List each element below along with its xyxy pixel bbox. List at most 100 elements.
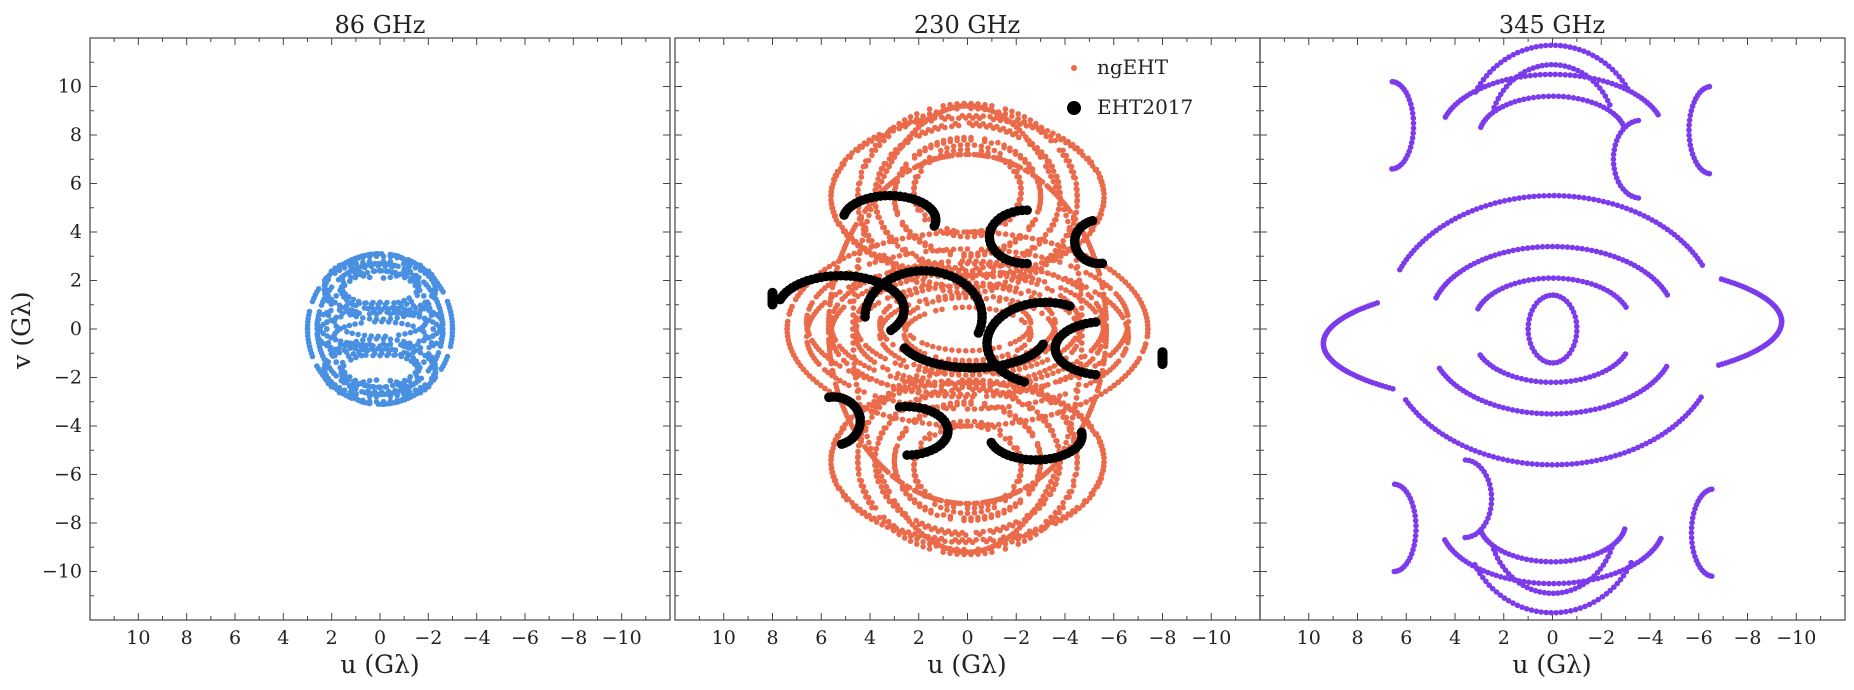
data-point: [1547, 71, 1553, 78]
data-point: [333, 314, 340, 321]
data-point: [1012, 239, 1019, 245]
data-point: [914, 289, 920, 296]
data-point: [804, 339, 810, 346]
x-tick-label: 0: [374, 627, 386, 649]
data-point: [873, 135, 880, 142]
data-point: [954, 399, 960, 406]
data-point: [392, 347, 399, 353]
data-point: [1078, 305, 1085, 311]
data-point: [1567, 72, 1573, 78]
data-point: [849, 150, 855, 156]
data-point: [997, 150, 1003, 157]
data-point: [1083, 399, 1089, 405]
data-point: [880, 224, 886, 231]
data-point: [1063, 250, 1069, 257]
data-point: [980, 385, 986, 392]
data-point: [855, 186, 861, 193]
data-point: [976, 372, 983, 378]
data-point: [1057, 393, 1063, 399]
data-point: [855, 209, 862, 216]
data-point: [894, 502, 901, 509]
data-point: [947, 513, 954, 520]
data-point: [361, 332, 368, 339]
data-point: [847, 419, 853, 425]
data-point: [384, 309, 390, 316]
data-point: [894, 476, 900, 483]
data-point: [1058, 377, 1064, 383]
data-point: [826, 263, 833, 270]
data-point: [874, 473, 881, 480]
data-point: [989, 549, 995, 555]
data-point: [1003, 296, 1009, 302]
data-point: [981, 138, 988, 145]
data-point: [923, 248, 929, 255]
data-point: [1044, 183, 1050, 189]
data-point: [1060, 400, 1067, 406]
data-point: [1060, 409, 1066, 416]
data-point: [883, 484, 890, 490]
data-point: [421, 337, 427, 344]
data-point: [1010, 274, 1016, 281]
data-point: [1581, 74, 1588, 80]
data-point: [1063, 139, 1069, 146]
data-point: [315, 340, 322, 346]
x-tick-label: 10: [712, 627, 736, 649]
data-point: [341, 282, 348, 289]
data-point: [858, 213, 865, 220]
data-point: [1026, 425, 1032, 432]
data-point: [413, 272, 419, 279]
data-point: [1038, 524, 1045, 530]
x-tick-label: −8: [1733, 627, 1761, 649]
data-point: [1025, 288, 1032, 294]
data-point: [1103, 312, 1109, 318]
data-point: [1056, 147, 1063, 153]
data-point: [938, 387, 945, 393]
data-point: [922, 159, 928, 166]
data-point: [1598, 57, 1604, 64]
data-point: [1050, 519, 1056, 526]
data-point: [328, 284, 335, 291]
data-point: [405, 321, 411, 328]
data-point: [831, 261, 837, 267]
data-point: [1048, 412, 1055, 418]
data-point: [903, 425, 909, 432]
data-point: [861, 362, 868, 369]
data-point: [994, 379, 1000, 385]
data-point: [859, 290, 865, 297]
data-point: [851, 361, 858, 367]
data-point: [828, 360, 835, 367]
data-point: [959, 258, 966, 264]
data-point: [966, 377, 972, 383]
data-point: [1044, 285, 1051, 292]
data-point: [1567, 44, 1573, 50]
data-point: [957, 142, 964, 148]
data-point: [1009, 113, 1015, 119]
data-point: [321, 277, 328, 284]
data-point: [336, 349, 343, 356]
data-point: [377, 343, 383, 349]
data-point: [417, 302, 424, 309]
data-point: [903, 364, 910, 370]
data-point: [881, 395, 887, 401]
data-point: [1010, 131, 1016, 138]
data-point: [873, 208, 880, 215]
data-point: [956, 347, 962, 354]
data-point: [844, 413, 850, 419]
data-point: [999, 157, 1005, 163]
data-point: [929, 221, 940, 231]
data-point: [384, 343, 390, 349]
data-point: [1576, 46, 1583, 53]
data-point: [964, 418, 971, 425]
data-point: [804, 312, 810, 319]
data-point: [937, 429, 944, 435]
panel-230ghz: 230 GHz u (Gλ) 10 8 6 4 2 0 −2 −4 −6 −8 −10ngEHTEH…: [674, 11, 1261, 679]
panel-title: 230 GHz: [914, 11, 1020, 39]
data-point: [903, 226, 909, 233]
data-point: [898, 362, 904, 368]
x-tick-label: 2: [326, 627, 338, 649]
data-point: [883, 168, 890, 174]
data-point: [1078, 412, 1084, 419]
data-point: [372, 391, 378, 398]
